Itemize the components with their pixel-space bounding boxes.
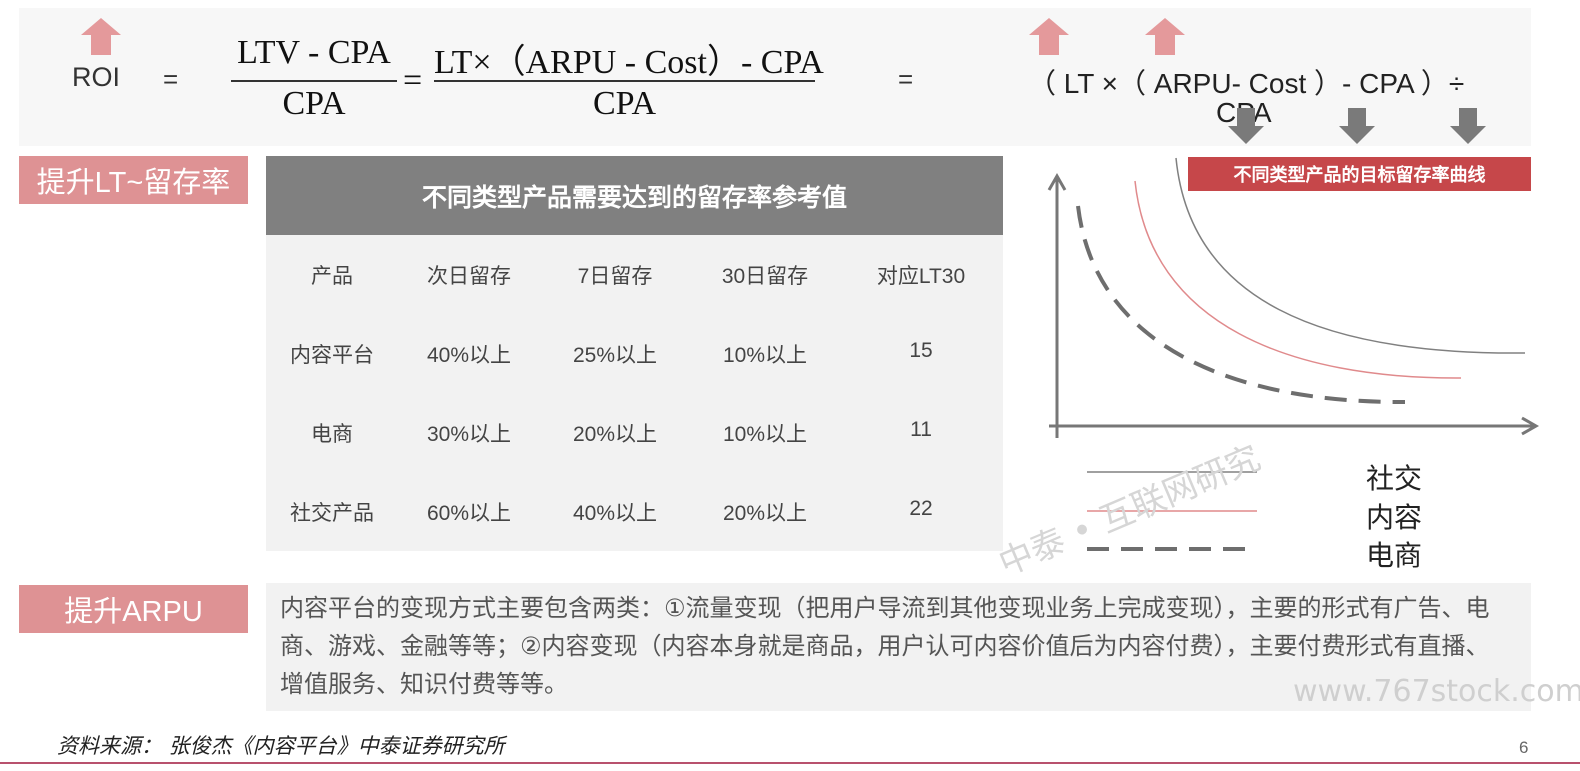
curve-social: [1175, 157, 1526, 354]
table-cell: 内容平台: [290, 344, 374, 367]
table-cell: 15: [909, 339, 933, 362]
chart-title-banner: 不同类型产品的目标留存率曲线: [1188, 157, 1531, 191]
fraction2-denominator: CPA: [592, 85, 657, 122]
table-cell: 20%以上: [722, 502, 808, 525]
fraction2-bar: [434, 80, 815, 82]
legend-label-ecommerce: 电商: [1366, 539, 1423, 572]
legend-label-content: 内容: [1366, 501, 1423, 534]
lt-retention-tag: 提升LT~留存率: [19, 156, 248, 204]
fraction1-denominator: CPA: [282, 85, 346, 122]
up-arrow-icon: [81, 18, 121, 55]
table-cell: 10%以上: [722, 344, 808, 367]
table-cell: 电商: [311, 423, 353, 446]
fraction1-numerator: LTV - CPA: [237, 34, 391, 71]
table-cell: 10%以上: [722, 423, 808, 446]
roi-label: ROI: [72, 62, 121, 92]
description-panel: [266, 583, 1531, 711]
table-header-cell: 7日留存: [577, 265, 653, 288]
curve-ecommerce: [1076, 205, 1406, 405]
table-title: 不同类型产品需要达到的留存率参考值: [266, 156, 1003, 235]
y-axis-arrowhead: [1047, 172, 1067, 191]
table-cell: 社交产品: [290, 502, 374, 525]
table-header-cell: 次日留存: [427, 265, 511, 288]
down-arrow-icon: [1339, 108, 1375, 144]
table-cell: 22: [909, 497, 933, 520]
equals-sign: =: [898, 64, 914, 94]
fraction1-bar: [231, 80, 397, 82]
site-watermark: www.767stock.com: [1293, 674, 1580, 709]
table-header-cell: 对应LT30: [876, 265, 966, 288]
formula-bar: [19, 8, 1531, 146]
equals-sign: =: [403, 62, 423, 99]
x-axis-arrowhead: [1521, 416, 1540, 436]
expanded-formula-line1: （ LT ×（ ARPU- Cost ）- CPA ）÷: [1028, 68, 1465, 99]
legend-label-social: 社交: [1366, 462, 1423, 495]
fraction2-numerator: LT×（ARPU - Cost）- CPA: [434, 44, 824, 81]
bottom-divider: [0, 762, 1580, 764]
table-cell: 25%以上: [572, 344, 658, 367]
down-arrow-icon: [1450, 108, 1486, 144]
source-note: 资料来源： 张俊杰《内容平台》中泰证券研究所: [57, 734, 505, 758]
table-header-cell: 产品: [311, 265, 353, 288]
page-number: 6: [1519, 738, 1529, 757]
table-cell: 40%以上: [572, 502, 658, 525]
table-header-cell: 30日留存: [721, 265, 809, 288]
equals-sign: =: [163, 64, 179, 94]
table-cell: 60%以上: [426, 502, 512, 525]
description-text: 内容平台的变现方式主要包含两类：①流量变现（把用户导流到其他变现业务上完成变现）…: [280, 595, 1490, 698]
arpu-tag: 提升ARPU: [19, 585, 248, 633]
table-cell: 30%以上: [426, 423, 512, 446]
retention-curve-chart: [1047, 157, 1540, 551]
table-cell: 11: [910, 418, 932, 441]
table-cell: 20%以上: [572, 423, 658, 446]
up-arrow-icon: [1145, 18, 1185, 55]
down-arrow-icon: [1228, 108, 1264, 144]
table-cell: 40%以上: [426, 344, 512, 367]
up-arrow-icon: [1029, 18, 1069, 55]
curve-content: [1134, 180, 1462, 379]
